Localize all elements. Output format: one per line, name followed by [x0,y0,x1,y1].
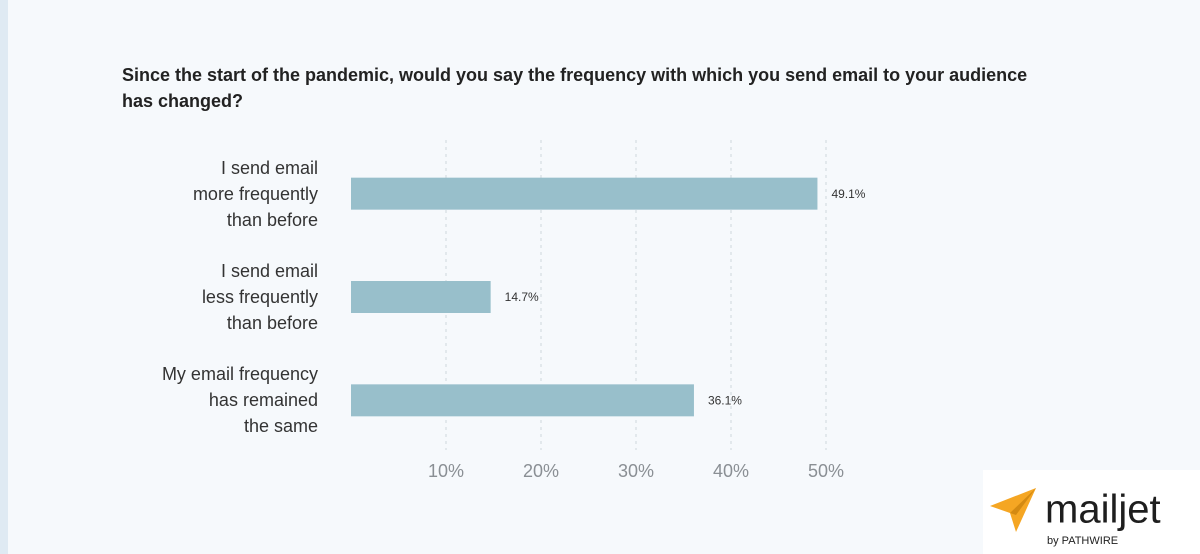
x-tick-label: 10% [428,461,464,481]
side-strip [0,0,8,554]
logo-name: mailjet [1045,488,1161,532]
value-label: 14.7% [505,290,539,304]
value-label: 49.1% [831,187,865,201]
y-tick-label: I send email more frequently than before [192,157,318,230]
x-tick-label: 20% [523,461,559,481]
chart-title: Since the start of the pandemic, would y… [122,65,1028,111]
bar [351,281,491,313]
x-tick-label: 40% [713,461,749,481]
y-tick-label: My email frequency has remained the same [161,364,318,437]
y-tick-label: I send email less frequently than before [201,261,318,333]
bar [351,384,694,417]
logo-byline: by PATHWIRE [1047,535,1118,547]
bar [351,177,818,210]
x-tick-label: 30% [618,461,654,481]
value-label: 36.1% [708,394,742,408]
x-tick-label: 50% [808,461,844,481]
logo-icon [990,488,1036,532]
logo-icon-fold [1010,488,1036,515]
